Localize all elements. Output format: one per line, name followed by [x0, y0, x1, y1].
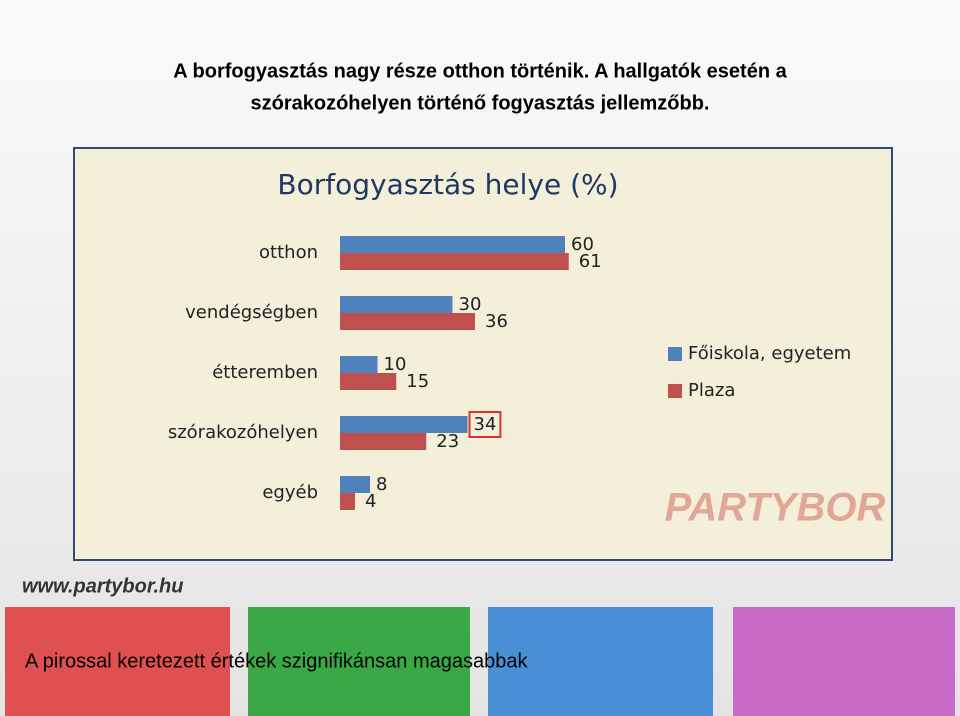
value-label: 8 [376, 474, 387, 495]
chart-title: Borfogyasztás helye (%) [277, 168, 618, 201]
bar [340, 356, 378, 373]
logo: PARTYBOR [665, 486, 886, 530]
value-label: 15 [406, 371, 429, 392]
bar [340, 493, 355, 510]
chart-frame [73, 147, 893, 561]
bar [340, 253, 569, 270]
legend-label: Plaza [688, 380, 735, 401]
bar [340, 373, 397, 390]
category-label: vendégségben [185, 302, 318, 323]
bar [340, 476, 370, 493]
value-label: 23 [436, 431, 459, 452]
value-label: 30 [459, 294, 482, 315]
highlight-box [468, 411, 502, 438]
value-label: 34 [474, 414, 497, 435]
color-block [733, 607, 955, 716]
slide-title: szórakozóhelyen történő fogyasztás jelle… [251, 92, 710, 114]
color-block [5, 607, 230, 716]
bar [340, 296, 453, 313]
color-block [248, 607, 470, 716]
value-label: 4 [365, 491, 376, 512]
bar [340, 236, 565, 253]
slide-title: A borfogyasztás nagy része otthon történ… [173, 60, 787, 82]
value-label: 60 [571, 234, 594, 255]
legend-swatch [668, 384, 682, 398]
category-label: egyéb [262, 482, 318, 503]
bar [340, 433, 427, 450]
legend-label: Főiskola, egyetem [688, 343, 851, 364]
bar [340, 416, 468, 433]
value-label: 10 [384, 354, 407, 375]
value-label: 61 [579, 251, 602, 272]
category-label: otthon [259, 242, 318, 263]
value-label: 36 [485, 311, 508, 332]
bar [340, 313, 475, 330]
category-label: szórakozóhelyen [168, 422, 318, 443]
legend-swatch [668, 347, 682, 361]
category-label: étteremben [212, 362, 318, 383]
footnote: A pirossal keretezett értékek szignifiká… [25, 650, 528, 672]
color-block [488, 607, 713, 716]
website: www.partybor.hu [22, 575, 184, 597]
